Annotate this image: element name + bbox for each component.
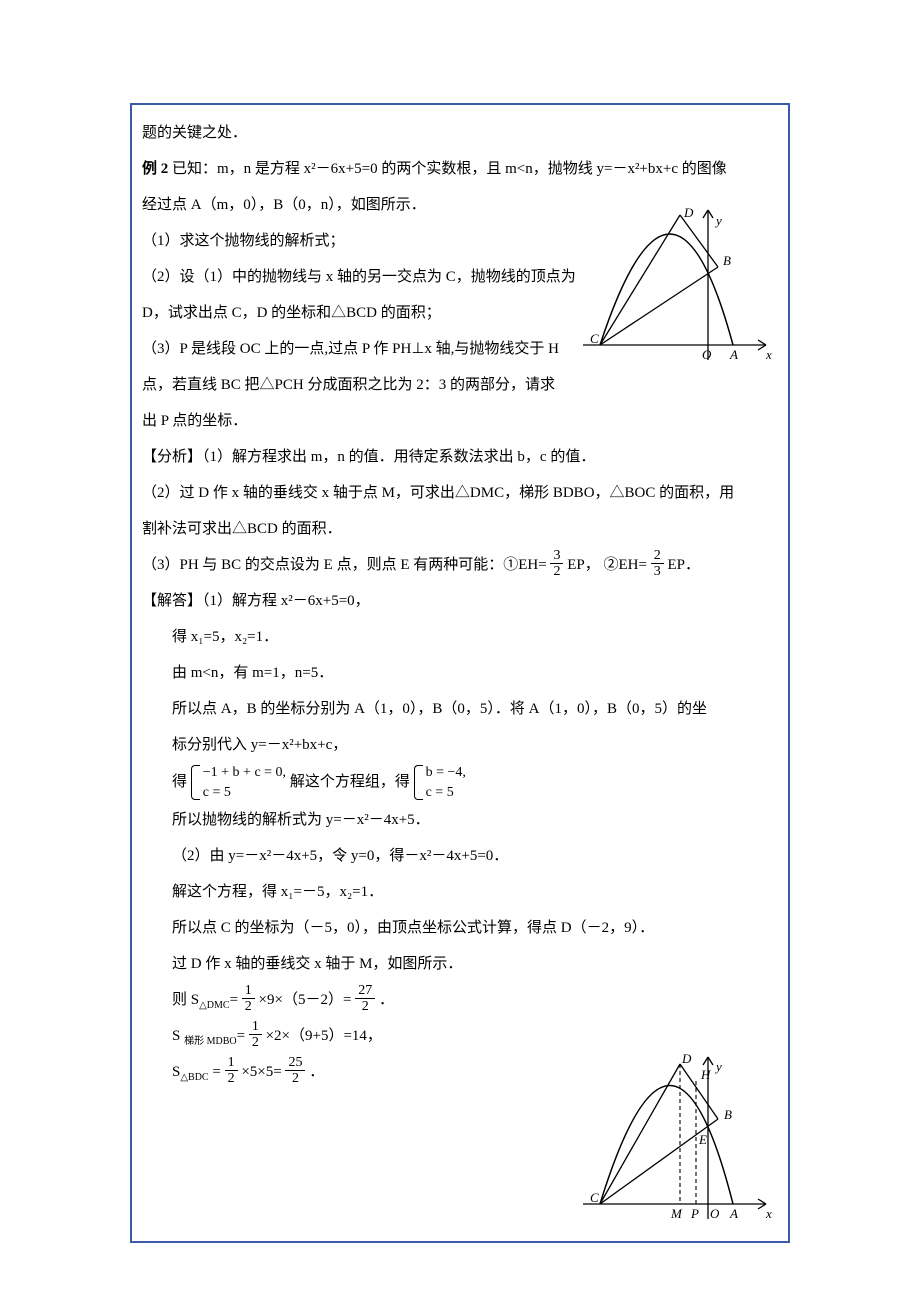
text-line: 题的关键之处． [142, 115, 778, 151]
parabola-figure-2: C O A B D M P H E x y [578, 1049, 778, 1229]
label-b: B [723, 253, 731, 268]
text: 则 S [172, 992, 199, 1008]
numerator: 2 [651, 548, 664, 564]
subscript: △DMC [199, 1000, 229, 1011]
parabola-curve [600, 1086, 733, 1205]
numerator: 3 [550, 548, 563, 564]
fraction: 252 [285, 1055, 305, 1087]
label-p: P [690, 1206, 699, 1221]
text-line: 【解答】（1）解方程 x²－6x+5=0， [142, 583, 778, 619]
line-cd [600, 215, 680, 345]
numerator: 1 [242, 983, 255, 999]
label-c: C [590, 331, 599, 346]
text-line: 例 2 已知：m，n 是方程 x²－6x+5=0 的两个实数根，且 m<n，抛物… [142, 151, 778, 187]
case-row: c = 5 [203, 783, 286, 803]
page-border: 题的关键之处． 例 2 已知：m，n 是方程 x²－6x+5=0 的两个实数根，… [130, 103, 790, 1243]
fraction: 12 [249, 1019, 262, 1051]
label-a: A [729, 1206, 738, 1221]
label-c: C [590, 1190, 599, 1205]
text-line: 所以抛物线的解析式为 y=－x²－4x+5． [142, 802, 778, 838]
label-o: O [702, 347, 712, 362]
label-d: D [681, 1051, 692, 1066]
text: 得 [172, 774, 187, 790]
text: （3）PH 与 BC 的交点设为 E 点，则点 E 有两种可能：①EH= [142, 557, 547, 573]
text: = [209, 1064, 221, 1080]
line-cd [600, 1064, 680, 1204]
fraction: 23 [651, 548, 664, 580]
line-cb [600, 267, 718, 345]
label-h: H [700, 1067, 711, 1082]
case-row: c = 5 [426, 783, 466, 803]
equation-case: −1 + b + c = 0, c = 5 [191, 763, 286, 802]
case-row: −1 + b + c = 0, [203, 763, 286, 783]
fraction: 12 [242, 983, 255, 1015]
text-line: 得 −1 + b + c = 0, c = 5 解这个方程组，得 b = −4,… [142, 763, 778, 802]
text: = [237, 1028, 245, 1044]
text: EP， ②EH= [567, 557, 647, 573]
text-line: 解这个方程，得 x₁=－5，x₂=1． [142, 874, 778, 910]
text-line: 割补法可求出△BCD 的面积． [142, 511, 778, 547]
text-line: 标分别代入 y=－x²+bx+c， [142, 727, 778, 763]
denominator: 2 [225, 1071, 238, 1086]
denominator: 2 [242, 999, 255, 1014]
text-line: 出 P 点的坐标． [142, 403, 778, 439]
text: S [172, 1028, 184, 1044]
denominator: 2 [355, 999, 375, 1014]
text: ×5×5= [241, 1064, 281, 1080]
label-m: M [670, 1206, 683, 1221]
label-d: D [683, 205, 694, 220]
text: ． [379, 992, 394, 1008]
fraction: 12 [225, 1055, 238, 1087]
label-x: x [765, 1206, 772, 1221]
fraction: 32 [550, 548, 563, 580]
subscript: 梯形 MDBO [184, 1036, 237, 1047]
denominator: 2 [249, 1035, 262, 1050]
text: EP． [667, 557, 700, 573]
parabola-figure-1: C O A B D x y [578, 205, 778, 370]
text-line: 过 D 作 x 轴的垂线交 x 轴于 M，如图所示． [142, 946, 778, 982]
denominator: 2 [550, 564, 563, 579]
text: 解这个方程组，得 [290, 774, 410, 790]
label-y: y [714, 1059, 722, 1074]
label-y: y [714, 213, 722, 228]
label-x: x [765, 347, 772, 362]
text-line: （2）由 y=－x²－4x+5，令 y=0，得－x²－4x+5=0． [142, 838, 778, 874]
text-line: 所以点 C 的坐标为（－5，0），由顶点坐标公式计算，得点 D（－2，9）． [142, 910, 778, 946]
equation-case: b = −4, c = 5 [414, 763, 466, 802]
label-o: O [710, 1206, 720, 1221]
fraction: 272 [355, 983, 375, 1015]
text-line: 【分析】（1）解方程求出 m，n 的值．用待定系数法求出 b，c 的值． [142, 439, 778, 475]
numerator: 1 [225, 1055, 238, 1071]
label-a: A [729, 347, 738, 362]
subscript: △BDC [180, 1072, 208, 1083]
text: ． [309, 1064, 324, 1080]
text-line: 得 x₁=5，x₂=1． [142, 619, 778, 655]
numerator: 25 [285, 1055, 305, 1071]
text-line: （2）过 D 作 x 轴的垂线交 x 轴于点 M，可求出△DMC，梯形 BDBO… [142, 475, 778, 511]
label-e: E [698, 1132, 707, 1147]
label-b: B [724, 1107, 732, 1122]
text: 已知：m，n 是方程 x²－6x+5=0 的两个实数根，且 m<n，抛物线 y=… [168, 161, 727, 177]
example-label: 例 2 [142, 161, 168, 177]
denominator: 3 [651, 564, 664, 579]
text: ×9×（5－2）= [259, 992, 352, 1008]
text-line: 则 S△DMC= 12 ×9×（5－2）= 272 ． [142, 982, 778, 1018]
case-row: b = −4, [426, 763, 466, 783]
parabola-curve [600, 234, 733, 345]
text: ×2×（9+5）=14， [266, 1028, 382, 1044]
text: = [230, 992, 238, 1008]
numerator: 1 [249, 1019, 262, 1035]
denominator: 2 [285, 1071, 305, 1086]
numerator: 27 [355, 983, 375, 999]
text-line: （3）PH 与 BC 的交点设为 E 点，则点 E 有两种可能：①EH= 32 … [142, 547, 778, 583]
text-line: 所以点 A，B 的坐标分别为 A（1，0），B（0，5）．将 A（1，0），B（… [142, 691, 778, 727]
text-line: 点，若直线 BC 把△PCH 分成面积之比为 2：3 的两部分，请求 [142, 367, 778, 403]
text-line: 由 m<n，有 m=1，n=5． [142, 655, 778, 691]
